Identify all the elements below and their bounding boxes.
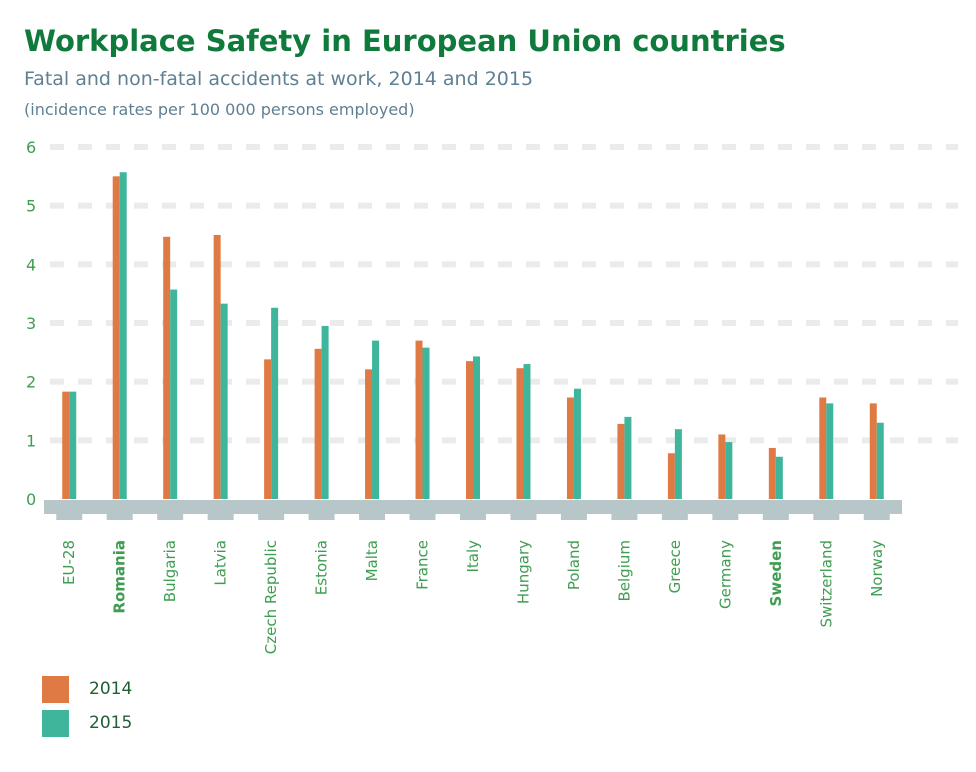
x-axis-band-tab	[712, 513, 739, 520]
bar-2015	[624, 416, 632, 499]
legend-swatch-2015	[42, 709, 69, 737]
bar-2015	[775, 456, 783, 499]
y-tick-label: 3	[26, 314, 36, 333]
bar-2015	[220, 303, 228, 499]
x-tick-label: Norway	[868, 540, 886, 597]
x-axis-band-tab	[258, 513, 285, 520]
x-tick-label: Latvia	[212, 540, 230, 586]
bar-2014	[112, 176, 120, 500]
x-axis-band-tab	[106, 513, 133, 520]
y-tick-label: 6	[26, 138, 36, 157]
x-axis-band-tab	[611, 513, 638, 520]
bar-2015	[674, 429, 682, 499]
bar-2014	[264, 359, 272, 499]
bar-2014	[62, 391, 70, 499]
x-axis-band-tab	[157, 513, 184, 520]
x-tick-label: Poland	[565, 540, 583, 590]
x-axis-band-tab	[762, 513, 789, 520]
legend: 2014 2015	[42, 672, 132, 740]
bar-2014	[819, 397, 827, 499]
legend-label-2015: 2015	[89, 713, 133, 733]
x-tick-label: Malta	[363, 540, 381, 581]
legend-swatch-2014	[42, 675, 69, 703]
x-axis-band-tab	[661, 513, 688, 520]
x-tick-label: EU-28	[60, 540, 78, 585]
x-axis-band-tab	[359, 513, 386, 520]
x-tick-label: Italy	[464, 540, 482, 573]
x-axis-band-tab	[308, 513, 335, 520]
y-tick-label: 5	[26, 197, 36, 216]
bar-2014	[869, 403, 877, 499]
x-axis-band-tab	[409, 513, 436, 520]
gridlines	[50, 144, 958, 444]
x-axis-band-tab	[207, 513, 234, 520]
x-axis-band-strip	[44, 500, 902, 514]
y-tick-label: 4	[26, 255, 36, 274]
bar-2014	[718, 434, 726, 499]
bar-2015	[372, 340, 380, 499]
bar-2015	[271, 307, 279, 499]
x-tick-label: Hungary	[514, 540, 532, 604]
bar-2015	[523, 364, 531, 499]
x-axis-band-tab	[460, 513, 486, 520]
x-tick-label: Switzerland	[817, 540, 835, 628]
bar-2015	[170, 289, 178, 499]
chart-subtitle: Fatal and non-fatal accidents at work, 2…	[24, 68, 534, 90]
x-tick-label: Sweden	[767, 540, 785, 606]
bar-2014	[617, 423, 625, 499]
bar-2015	[725, 442, 733, 499]
x-axis-band-tab	[863, 513, 890, 520]
y-tick-label: 0	[26, 490, 36, 509]
bar-2015	[473, 356, 480, 499]
x-tick-label: Belgium	[615, 540, 633, 602]
bar-2015	[422, 347, 430, 499]
units-note: (incidence rates per 100 000 persons emp…	[24, 100, 415, 119]
chart-title: Workplace Safety in European Union count…	[24, 24, 786, 58]
legend-item-2014: 2014	[42, 672, 132, 706]
bar-2014	[516, 368, 524, 499]
bars	[62, 172, 884, 500]
bar-2014	[415, 340, 423, 499]
bar-2015	[119, 172, 127, 499]
x-tick-label: Bulgaria	[161, 540, 179, 602]
bar-2014	[163, 236, 171, 499]
bar-2014	[667, 453, 675, 499]
bar-2015	[321, 325, 329, 499]
x-tick-label: Estonia	[313, 540, 331, 595]
x-axis-labels: EU-28 Romania Bulgaria Latvia Czech Republic…	[60, 540, 886, 654]
bar-2014	[213, 235, 221, 499]
x-axis-band-tab	[56, 513, 83, 520]
bar-2014	[566, 397, 574, 499]
x-axis-band-tab	[510, 513, 537, 520]
x-axis-band-tab	[560, 513, 587, 520]
legend-item-2015: 2015	[42, 706, 132, 740]
bar-2015	[573, 388, 581, 499]
y-tick-label: 1	[26, 431, 36, 450]
bar-2014	[365, 369, 373, 499]
x-axis-band-tab	[813, 513, 840, 520]
bar-2014	[768, 447, 776, 499]
bar-2015	[826, 403, 834, 499]
bar-2015	[876, 422, 884, 499]
bar-2014	[314, 348, 322, 499]
bar-2015	[69, 391, 77, 499]
y-axis-ticks: 0 1 2 3 4 5 6	[26, 138, 36, 509]
x-tick-label: Greece	[666, 540, 684, 593]
x-tick-label: France	[414, 540, 432, 590]
legend-label-2014: 2014	[89, 679, 133, 699]
x-axis-band	[44, 500, 902, 520]
y-tick-label: 2	[26, 373, 36, 392]
bar-2014	[466, 361, 473, 499]
x-tick-label: Romania	[111, 540, 129, 614]
x-tick-label: Czech Republic	[262, 540, 280, 654]
x-tick-label: Germany	[716, 540, 734, 609]
